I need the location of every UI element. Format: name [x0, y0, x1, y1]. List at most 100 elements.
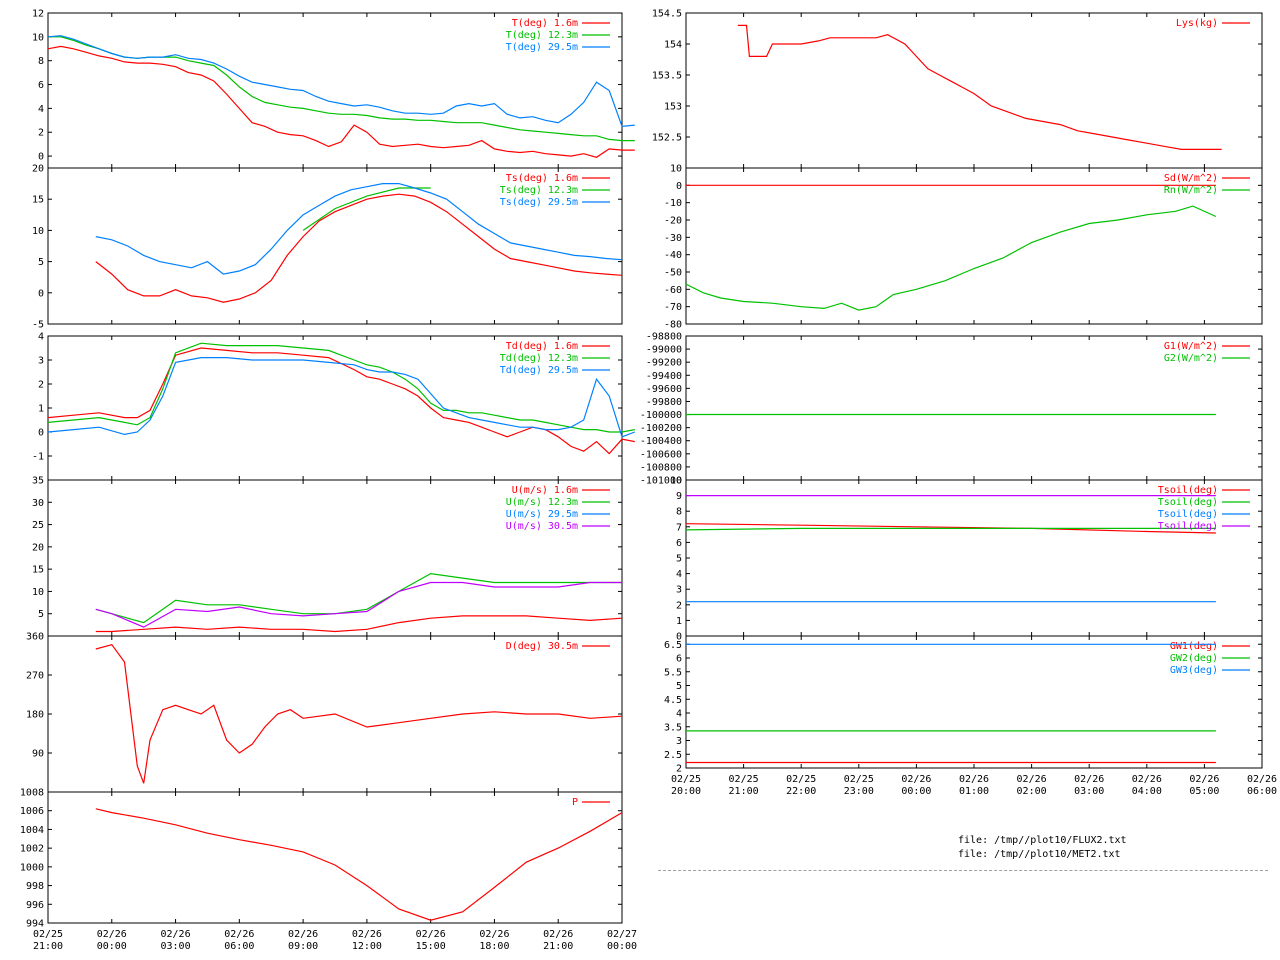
lysimeter-panel: 152.5 153 153.5 154 154.5 Lys(kg)	[652, 9, 1263, 169]
legend-label: U(m/s) 12.3m	[506, 497, 578, 508]
y-tick-label: 6	[676, 654, 682, 665]
y-tick-label: 10	[32, 32, 44, 43]
y-tick-label: 8	[38, 56, 44, 67]
y-tick-label: -99800	[646, 397, 682, 408]
y-tick-label: 5	[38, 609, 44, 620]
x-tick-label: 02/26	[97, 929, 127, 940]
y-tick-label: 153	[664, 102, 682, 113]
x-tick-label: 02/26	[1132, 774, 1162, 785]
y-tick-label: 15	[32, 195, 44, 206]
y-tick-label: -100600	[640, 449, 682, 460]
y-tick-label: 998	[26, 881, 44, 892]
y-tick-label: 3	[38, 356, 44, 367]
y-tick-label: 20	[32, 164, 44, 175]
y-tick-label: -80	[664, 320, 682, 331]
legend-label: T(deg) 29.5m	[506, 42, 578, 53]
legend-label: U(m/s) 29.5m	[506, 509, 578, 520]
legend-label: Tsoil(deg)	[1158, 485, 1218, 496]
y-tick-label: 2.5	[664, 750, 682, 761]
x-tick-label: 02/26	[288, 929, 318, 940]
y-tick-label: 10	[32, 226, 44, 237]
x-tick-label: 02/25	[671, 774, 701, 785]
y-tick-label: 5.5	[664, 667, 682, 678]
soil-temperature-series-line	[685, 527, 1216, 531]
y-tick-label: 1004	[20, 825, 44, 836]
x-tick-label: 02/26	[479, 929, 509, 940]
legend-label: Tsoil(deg)	[1158, 521, 1218, 532]
x-tick-label: 15:00	[416, 941, 446, 952]
y-tick-label: -99600	[646, 384, 682, 395]
y-tick-label: 0	[676, 632, 682, 643]
x-tick-label: 12:00	[352, 941, 382, 952]
y-tick-label: 5	[676, 554, 682, 565]
x-tick-label: 23:00	[844, 786, 874, 797]
y-tick-label: 10	[32, 587, 44, 598]
y-tick-label: -50	[664, 268, 682, 279]
y-tick-label: -10	[664, 198, 682, 209]
y-tick-label: -60	[664, 285, 682, 296]
x-tick-label: 02/26	[901, 774, 931, 785]
y-tick-label: -70	[664, 302, 682, 313]
legend-label: Td(deg) 1.6m	[506, 341, 578, 352]
x-tick-label: 04:00	[1132, 786, 1162, 797]
soil-temperature-panel: 012345678910Tsoil(deg)Tsoil(deg)Tsoil(de…	[670, 476, 1263, 643]
y-tick-label: -100200	[640, 423, 682, 434]
legend-label: Ts(deg) 12.3m	[500, 185, 578, 196]
x-tick-label: 02/25	[786, 774, 816, 785]
y-tick-label: -100000	[640, 410, 682, 421]
y-tick-label: 25	[32, 520, 44, 531]
radiation-series-line	[685, 205, 1217, 311]
temperature-series-line	[47, 35, 635, 127]
legend-label: G1(W/m^2)	[1164, 341, 1218, 352]
y-tick-label: 1006	[20, 806, 44, 817]
lysimeter-frame	[685, 12, 1263, 169]
y-tick-label: 6	[38, 80, 44, 91]
surface-temperature-series-line	[302, 187, 431, 231]
legend-label: T(deg) 1.6m	[512, 18, 578, 29]
y-tick-label: 4	[38, 332, 44, 343]
legend-label: U(m/s) 30.5m	[506, 521, 578, 532]
dewpoint-series-line	[47, 342, 635, 433]
x-tick-label: 20:00	[671, 786, 701, 797]
soil-temperature-series-line	[685, 523, 1216, 534]
y-tick-label: 8	[676, 507, 682, 518]
y-tick-label: 152.5	[652, 133, 682, 144]
file-name-met: file: /tmp//plot10/MET2.txt	[958, 849, 1121, 860]
y-tick-label: 3	[676, 585, 682, 596]
y-tick-label: 3	[676, 736, 682, 747]
pressure-panel: 9949969981000100210041006100802/2521:000…	[20, 788, 637, 953]
y-tick-label: 1	[38, 404, 44, 415]
y-tick-label: 6	[676, 538, 682, 549]
x-tick-label: 02/26	[959, 774, 989, 785]
wind-speed-series-line	[95, 615, 623, 633]
wind-direction-series-line	[95, 644, 623, 784]
y-tick-label: 20	[32, 542, 44, 553]
y-tick-label: 4	[38, 104, 44, 115]
x-tick-label: 21:00	[543, 941, 573, 952]
legend-label: U(m/s) 1.6m	[512, 485, 578, 496]
wind-direction-panel: 90 180 270 360 D(deg) 30.5m	[26, 632, 623, 793]
y-tick-label: 10	[670, 164, 682, 175]
y-tick-label: -40	[664, 250, 682, 261]
radiation-panel: -80 -70 -60 -50 -40 -30 -20 -10 0 10 Sd(W/m^2)Rn(W…	[664, 164, 1263, 331]
x-tick-label: 02/26	[1017, 774, 1047, 785]
y-tick-label: 5	[676, 681, 682, 692]
x-tick-label: 22:00	[786, 786, 816, 797]
y-tick-label: 35	[32, 476, 44, 487]
y-tick-label: 360	[26, 632, 44, 643]
y-tick-label: 15	[32, 565, 44, 576]
x-tick-label: 02/26	[224, 929, 254, 940]
y-tick-label: -101000	[640, 476, 682, 487]
x-tick-label: 00:00	[901, 786, 931, 797]
wind-speed-series-line	[95, 581, 622, 628]
y-tick-label: 180	[26, 710, 44, 721]
legend-label: G2(W/m^2)	[1164, 353, 1218, 364]
y-tick-label: 30	[32, 498, 44, 509]
y-tick-label: -5	[32, 320, 44, 331]
legend-label: Ts(deg) 29.5m	[500, 197, 578, 208]
y-tick-label: 1	[676, 616, 682, 627]
